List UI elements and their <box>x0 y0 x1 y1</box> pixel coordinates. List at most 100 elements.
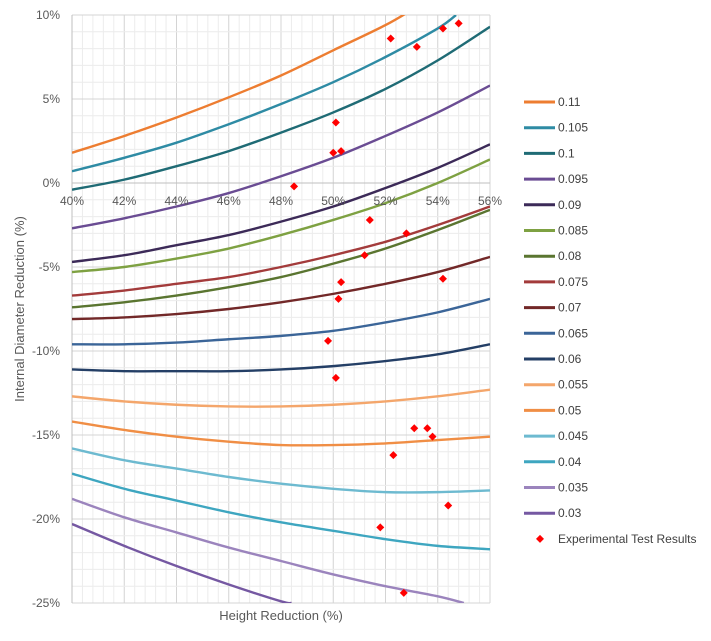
experimental-point <box>444 501 453 510</box>
legend-item: 0.105 <box>524 121 588 135</box>
legend-label: 0.105 <box>558 121 588 135</box>
legend-item: 0.04 <box>524 455 582 469</box>
experimental-point <box>290 182 299 191</box>
experimental-point <box>337 278 346 287</box>
series-lines <box>72 15 490 603</box>
y-tick-label: -5% <box>39 260 61 274</box>
legend-label: 0.07 <box>558 301 582 315</box>
legend-item: 0.055 <box>524 378 588 392</box>
legend-label: 0.065 <box>558 326 588 340</box>
series-line-0.035 <box>72 497 465 603</box>
experimental-point <box>376 523 385 532</box>
legend-item: 0.035 <box>524 481 588 495</box>
y-tick-label: -15% <box>32 428 60 442</box>
series-line-0.06 <box>72 343 490 373</box>
legend-label: 0.05 <box>558 403 582 417</box>
y-axis-tick-labels: 10% 5% 0% -5% -10% -15% -20% -25% <box>32 8 60 610</box>
legend-item: 0.085 <box>524 224 588 238</box>
y-tick-label: -10% <box>32 344 60 358</box>
x-axis-tick-labels: 40% 42% 44% 46% 48% 50% 52% 54% 56% <box>60 194 502 208</box>
experimental-point <box>454 19 463 28</box>
series-line-0.1 <box>72 25 490 191</box>
legend-label: 0.075 <box>558 275 588 289</box>
scatter-points <box>290 19 463 597</box>
series-line-0.11 <box>72 15 406 154</box>
series-line-0.04 <box>72 472 490 551</box>
legend-item: 0.05 <box>524 403 582 417</box>
legend-item: 0.08 <box>524 249 582 263</box>
series-line-0.075 <box>72 205 490 297</box>
experimental-point <box>412 42 421 51</box>
y-tick-label: -20% <box>32 512 60 526</box>
series-line-0.065 <box>72 297 490 346</box>
legend-label: 0.085 <box>558 224 588 238</box>
legend-label: 0.035 <box>558 481 588 495</box>
experimental-point <box>410 424 419 433</box>
legend-label: 0.08 <box>558 249 582 263</box>
legend-label: 0.045 <box>558 429 588 443</box>
experimental-point <box>386 34 395 43</box>
legend-item: 0.065 <box>524 326 588 340</box>
legend-item: 0.07 <box>524 301 582 315</box>
experimental-point <box>423 424 432 433</box>
experimental-point <box>331 118 340 127</box>
legend-label: Experimental Test Results <box>558 532 697 546</box>
legend: 0.11 0.105 0.1 0.095 0.09 0.085 0.08 0.075 0.07 0… <box>524 95 697 546</box>
legend-item: 0.11 <box>524 95 581 109</box>
x-tick-label: 56% <box>478 194 502 208</box>
legend-item: 0.06 <box>524 352 582 366</box>
legend-label: 0.1 <box>558 146 575 160</box>
x-tick-label: 46% <box>217 194 241 208</box>
experimental-point <box>360 251 369 260</box>
series-line-0.05 <box>72 420 490 447</box>
experimental-point <box>402 229 411 238</box>
experimental-point <box>389 451 398 460</box>
legend-label: 0.095 <box>558 172 588 186</box>
legend-label: 0.03 <box>558 506 582 520</box>
experimental-point <box>365 215 374 224</box>
y-axis-title: Internal Diameter Reduction (%) <box>12 216 27 402</box>
x-tick-label: 44% <box>164 194 188 208</box>
experimental-point <box>438 24 447 33</box>
legend-label: 0.04 <box>558 455 582 469</box>
legend-label: 0.06 <box>558 352 582 366</box>
legend-label: 0.11 <box>558 95 581 109</box>
series-line-0.09 <box>72 143 490 264</box>
series-line-0.055 <box>72 388 490 408</box>
y-tick-label: 5% <box>43 92 61 106</box>
series-line-0.07 <box>72 255 490 321</box>
legend-item: 0.045 <box>524 429 588 443</box>
y-tick-label: 0% <box>43 176 61 190</box>
x-tick-label: 52% <box>373 194 397 208</box>
experimental-point <box>438 274 447 283</box>
experimental-point <box>331 373 340 382</box>
series-line-0.03 <box>72 522 292 603</box>
series-line-0.095 <box>72 84 490 230</box>
legend-item: 0.03 <box>524 506 582 520</box>
legend-marker <box>536 534 544 543</box>
experimental-point <box>329 148 338 157</box>
legend-item: 0.1 <box>524 146 575 160</box>
series-line-0.085 <box>72 158 490 274</box>
legend-item: 0.095 <box>524 172 588 186</box>
experimental-point <box>334 294 343 303</box>
y-tick-label: 10% <box>36 8 60 22</box>
x-tick-label: 50% <box>321 194 345 208</box>
x-tick-label: 42% <box>112 194 136 208</box>
series-line-0.045 <box>72 447 490 494</box>
y-tick-label: -25% <box>32 596 60 610</box>
legend-item-scatter: Experimental Test Results <box>536 532 697 546</box>
x-tick-label: 54% <box>426 194 450 208</box>
x-axis-title: Height Reduction (%) <box>219 608 343 623</box>
experimental-point <box>337 147 346 156</box>
legend-item: 0.075 <box>524 275 588 289</box>
legend-label: 0.09 <box>558 198 582 212</box>
experimental-point <box>399 588 408 597</box>
experimental-point <box>324 336 333 345</box>
series-line-0.08 <box>72 208 490 309</box>
x-tick-label: 48% <box>269 194 293 208</box>
experimental-point <box>428 432 437 441</box>
x-tick-label: 40% <box>60 194 84 208</box>
legend-label: 0.055 <box>558 378 588 392</box>
